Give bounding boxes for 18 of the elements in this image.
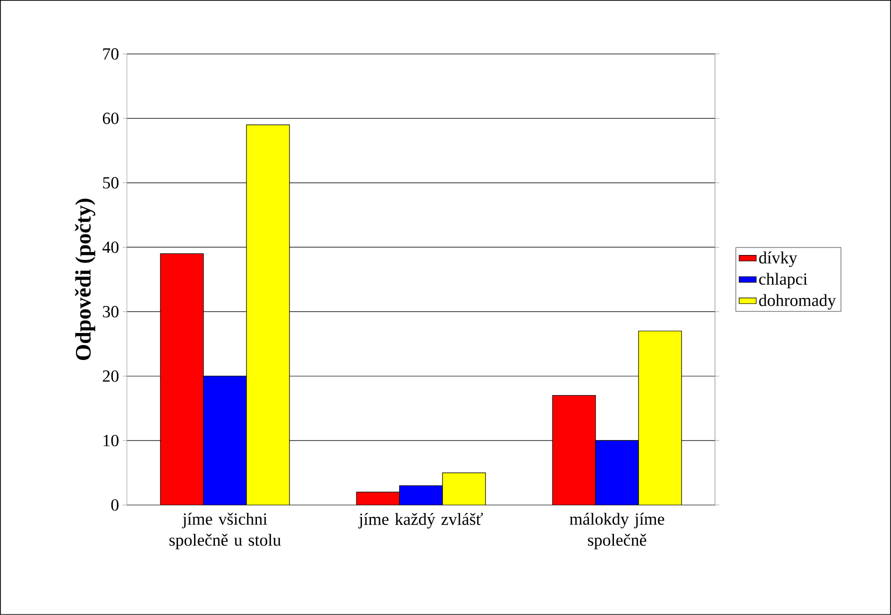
y-tick-label: 50	[103, 177, 118, 189]
y-tick-label: 30	[102, 306, 118, 318]
bar	[638, 330, 682, 506]
x-tick-label: málokdy jíme společně	[570, 512, 664, 550]
y-tick-label: 20	[102, 370, 118, 382]
x-tick-label: jíme všichni společně u stolu	[169, 512, 281, 550]
bar	[442, 472, 486, 506]
y-axis-title: Odpovědi (počty)	[75, 198, 96, 360]
bar	[246, 124, 290, 506]
x-tick-label: jíme každý zvlášť	[358, 512, 483, 529]
y-tick-label: 60	[102, 112, 118, 124]
y-tick-label: 70	[103, 48, 118, 60]
y-tick-label: 10	[104, 434, 118, 446]
y-tick-label: 40	[102, 242, 118, 254]
legend-label: dívky	[759, 252, 798, 268]
legend-label: dohromady	[759, 294, 836, 310]
y-tick-label: 0	[111, 499, 118, 511]
legend-label: chlapci	[759, 272, 808, 288]
